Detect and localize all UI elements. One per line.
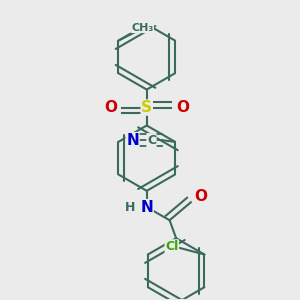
Text: S: S: [141, 100, 152, 115]
Text: O: O: [104, 100, 117, 115]
Text: N: N: [140, 200, 153, 215]
Text: O: O: [176, 100, 189, 115]
Text: O: O: [194, 189, 207, 204]
Text: Cl: Cl: [165, 240, 178, 253]
Text: CH₃: CH₃: [131, 22, 153, 32]
Text: H: H: [125, 201, 136, 214]
Text: C: C: [147, 134, 156, 147]
Text: N: N: [126, 133, 139, 148]
